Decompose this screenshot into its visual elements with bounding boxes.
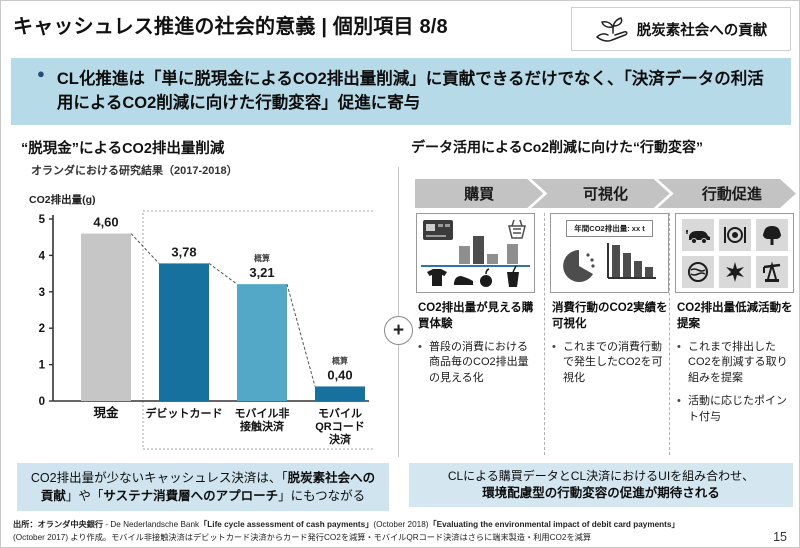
source-line-2: (October 2017) より作成。モバイル非接触決済はデビットカード決済か… xyxy=(13,532,592,542)
step-bullet: これまでの消費行動で発生したCO2を可視化 xyxy=(552,340,672,386)
chevron-step-purchase: 購買 xyxy=(415,179,543,208)
svg-text:概算: 概算 xyxy=(254,253,270,263)
apple-icon xyxy=(480,275,492,287)
chevron-step-promote: 行動促進 xyxy=(658,179,796,208)
svg-text:0,40: 0,40 xyxy=(327,367,352,382)
action-illustration-box xyxy=(675,213,794,293)
svg-text:4,60: 4,60 xyxy=(93,215,118,230)
oil-pump-icon xyxy=(755,256,788,288)
step-bullet: これまで排出したCO2を削減する取り組みを提案 xyxy=(677,340,797,386)
svg-text:接触決済: 接触決済 xyxy=(240,419,285,433)
svg-text:概算: 概算 xyxy=(332,355,348,365)
section-divider xyxy=(398,167,399,457)
plus-icon: + xyxy=(384,316,413,345)
basket-icon xyxy=(508,219,526,239)
chevron-step-visualize: 可視化 xyxy=(531,179,669,208)
ocean-globe-icon xyxy=(681,256,714,288)
chart-y-axis-label: CO2排出量(g) xyxy=(29,194,96,206)
step-column-promote: CO2排出量低減活動を提案 これまで排出したCO2を削減する取り組みを提案 活動… xyxy=(677,301,797,433)
tree-icon xyxy=(755,219,788,251)
right-section-heading: データ活用によるCo2削減に向けた“行動変容” xyxy=(411,139,704,155)
key-message-banner: ● CL化推進は「単に脱現金によるCO2排出量削減」に貢献できるだけでなく、「決… xyxy=(11,58,791,125)
step-bullet: 活動に応じたポイント付与 xyxy=(677,394,797,425)
co2-bar-chart: 0 1 2 3 4 5 4,60 現金 3,78 デビットカード 3,21 概算モバイル非 接触決済 0,… xyxy=(23,209,375,457)
svg-text:3,78: 3,78 xyxy=(171,244,196,259)
svg-text:1: 1 xyxy=(39,360,46,372)
svg-text:決済: 決済 xyxy=(329,432,352,446)
svg-text:2: 2 xyxy=(39,323,45,335)
annual-co2-chip: 年間CO2排出量: xx t xyxy=(566,220,653,237)
banner-bullet: ● xyxy=(37,66,45,81)
tshirt-icon xyxy=(427,269,447,286)
pie-chart-icon xyxy=(562,250,595,282)
step-title: CO2排出量が見える購買体験 xyxy=(418,302,534,330)
svg-text:3,21: 3,21 xyxy=(249,265,274,280)
process-chevrons: 購買 可視化 行動促進 xyxy=(415,179,796,208)
svg-text:4: 4 xyxy=(39,250,46,262)
source-line-1: 出所：オランダ中央銀行 - De Nederlandsche Bank「Life… xyxy=(13,520,680,529)
column-separator xyxy=(544,213,545,455)
svg-text:0: 0 xyxy=(39,396,45,408)
svg-text:デビットカード: デビットカード xyxy=(146,406,223,420)
page-title: キャッシュレス推進の社会的意義 | 個別項目 8/8 xyxy=(13,16,448,38)
step-title: CO2排出量低減活動を提案 xyxy=(677,302,793,330)
spending-bars-icon xyxy=(459,236,518,264)
banner-text: CL化推進は「単に脱現金によるCO2排出量削減」に貢献できるだけでなく、「決済デ… xyxy=(56,69,764,112)
right-summary-line1: CLによる購買データとCL決済におけるUIを組み合わせ、 xyxy=(447,468,755,483)
step-column-purchase: CO2排出量が見える購買体験 普段の消費における商品毎のCO2排出量の見える化 xyxy=(418,301,538,394)
decarbonization-badge: 脱炭素社会への貢献 xyxy=(571,7,791,51)
left-summary-text: CO2排出量が少ないキャッシュレス決済は、「脱炭素社会への貢献」や「サステナ消費… xyxy=(30,470,376,503)
svg-text:現金: 現金 xyxy=(93,405,119,420)
visualization-illustration-box: 年間CO2排出量: xx t xyxy=(550,213,669,293)
step-bullet: 普段の消費における商品毎のCO2排出量の見える化 xyxy=(418,340,538,386)
purchase-illustration-box xyxy=(416,213,535,293)
purchase-illustration xyxy=(421,219,530,287)
svg-text:モバイル: モバイル xyxy=(318,407,362,420)
column-separator xyxy=(669,213,670,455)
product-icons xyxy=(427,265,519,287)
source-note: 出所：オランダ中央銀行 - De Nederlandsche Bank「Life… xyxy=(13,519,769,544)
dining-icon xyxy=(718,219,751,251)
left-summary-box: CO2排出量が少ないキャッシュレス決済は、「脱炭素社会への貢献」や「サステナ消費… xyxy=(17,463,389,511)
left-section-subheading: オランダにおける研究結果（2017-2018） xyxy=(31,165,238,177)
shoe-icon xyxy=(454,276,473,285)
ev-car-icon xyxy=(681,219,714,251)
step-title: 消費行動のCO2実績を可視化 xyxy=(552,302,668,330)
svg-text:QRコード: QRコード xyxy=(315,420,365,433)
svg-text:5: 5 xyxy=(39,214,46,226)
right-summary-line2: 環境配慮型の行動変容の促進が期待される xyxy=(482,485,720,500)
right-summary-box: CLによる購買データとCL決済におけるUIを組み合わせ、 環境配慮型の行動変容の… xyxy=(409,463,793,507)
left-section-heading: “脱現金”によるCO2排出量削減 xyxy=(21,141,225,157)
svg-text:3: 3 xyxy=(39,287,45,299)
declining-bars-icon xyxy=(606,243,656,279)
page-number: 15 xyxy=(773,530,787,544)
drink-icon xyxy=(507,272,519,287)
svg-text:モバイル非: モバイル非 xyxy=(235,406,290,420)
badge-label: 脱炭素社会への貢献 xyxy=(636,22,768,39)
seedling-in-hand-icon xyxy=(595,14,631,44)
step-column-visualize: 消費行動のCO2実績を可視化 これまでの消費行動で発生したCO2を可視化 xyxy=(552,301,672,394)
birds-icon xyxy=(718,256,751,288)
